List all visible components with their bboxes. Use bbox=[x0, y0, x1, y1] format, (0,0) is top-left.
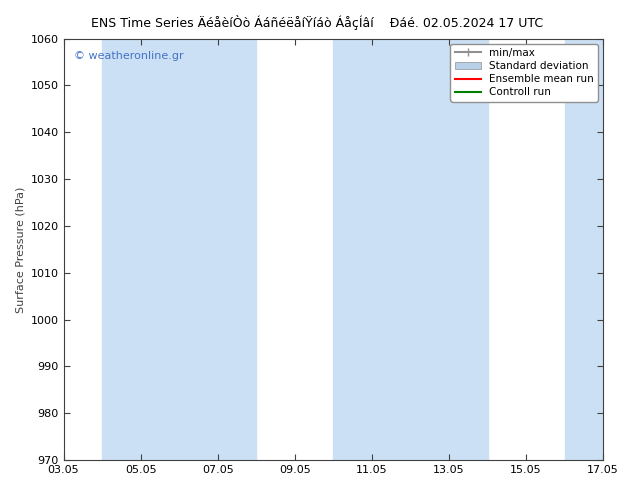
Y-axis label: Surface Pressure (hPa): Surface Pressure (hPa) bbox=[15, 186, 25, 313]
Legend: min/max, Standard deviation, Ensemble mean run, Controll run: min/max, Standard deviation, Ensemble me… bbox=[451, 44, 598, 101]
Bar bbox=[102, 39, 179, 460]
Text: © weatheronline.gr: © weatheronline.gr bbox=[74, 51, 184, 61]
Text: ENS Time Series ÄéåèíÒò ÁáñéëåíŸíáò ÁåçÍâí    Đáé. 02.05.2024 17 UTC: ENS Time Series ÄéåèíÒò ÁáñéëåíŸíáò ÁåçÍ… bbox=[91, 15, 543, 30]
Bar bbox=[333, 39, 410, 460]
Bar bbox=[565, 39, 603, 460]
Bar bbox=[179, 39, 256, 460]
Bar bbox=[410, 39, 488, 460]
